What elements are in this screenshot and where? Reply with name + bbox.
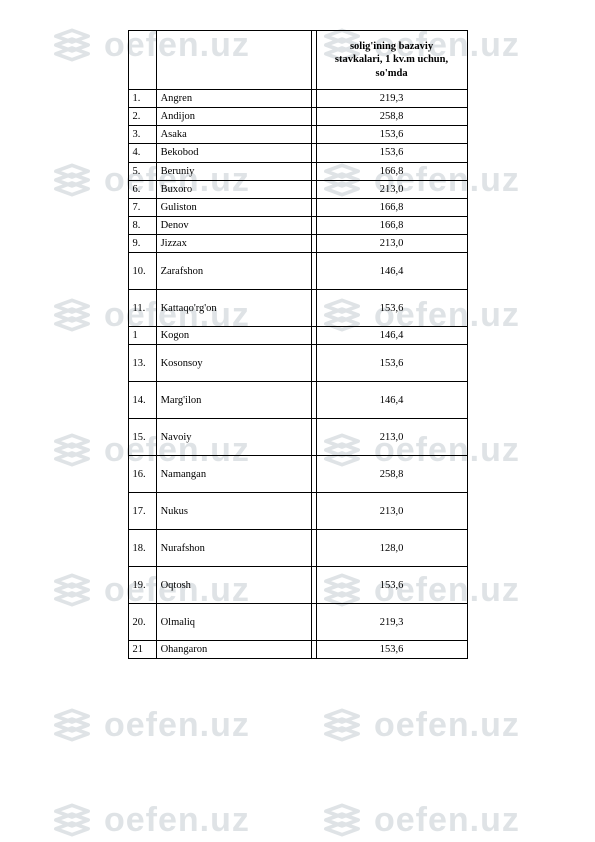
row-num: 15. [128, 419, 156, 456]
row-name: Marg'ilon [156, 382, 312, 419]
row-num: 7. [128, 198, 156, 216]
table-row: 5.Beruniy166,8 [128, 162, 467, 180]
row-num: 13. [128, 345, 156, 382]
row-value: 213,0 [316, 419, 467, 456]
row-num: 21 [128, 641, 156, 659]
table-row: 20.Olmaliq219,3 [128, 604, 467, 641]
table-row: 16.Namangan258,8 [128, 456, 467, 493]
row-num: 1 [128, 327, 156, 345]
row-value: 153,6 [316, 567, 467, 604]
watermark: oefen.uz [320, 703, 520, 747]
row-name: Ohangaron [156, 641, 312, 659]
table-row: 8.Denov166,8 [128, 216, 467, 234]
row-num: 2. [128, 108, 156, 126]
row-value: 219,3 [316, 90, 467, 108]
row-num: 18. [128, 530, 156, 567]
row-num: 3. [128, 126, 156, 144]
row-name: Jizzax [156, 235, 312, 253]
row-name: Kattaqo'rg'on [156, 290, 312, 327]
table-row: 19.Oqtosh153,6 [128, 567, 467, 604]
row-name: Kogon [156, 327, 312, 345]
row-num: 20. [128, 604, 156, 641]
table-row: 13.Kosonsoy153,6 [128, 345, 467, 382]
row-value: 153,6 [316, 126, 467, 144]
page-content: solig'ining bazaviy stavkalari, 1 kv.m u… [0, 0, 595, 659]
row-value: 258,8 [316, 108, 467, 126]
row-name: Angren [156, 90, 312, 108]
row-value: 128,0 [316, 530, 467, 567]
tax-rates-table: solig'ining bazaviy stavkalari, 1 kv.m u… [128, 30, 468, 659]
header-empty-name [156, 31, 312, 90]
table-body: 1.Angren219,32.Andijon258,83.Asaka153,64… [128, 90, 467, 659]
row-num: 19. [128, 567, 156, 604]
row-value: 153,6 [316, 290, 467, 327]
row-name: Oqtosh [156, 567, 312, 604]
row-name: Bekobod [156, 144, 312, 162]
header-line-1: solig'ining bazaviy [321, 40, 463, 53]
table-row: 9.Jizzax213,0 [128, 235, 467, 253]
row-name: Buxoro [156, 180, 312, 198]
row-name: Navoiy [156, 419, 312, 456]
watermark: oefen.uz [50, 703, 250, 747]
row-value: 166,8 [316, 216, 467, 234]
row-name: Andijon [156, 108, 312, 126]
row-name: Namangan [156, 456, 312, 493]
table-row: 10.Zarafshon146,4 [128, 253, 467, 290]
watermark: oefen.uz [320, 798, 520, 842]
header-value: solig'ining bazaviy stavkalari, 1 kv.m u… [316, 31, 467, 90]
row-value: 213,0 [316, 493, 467, 530]
row-value: 166,8 [316, 162, 467, 180]
header-empty-num [128, 31, 156, 90]
row-value: 219,3 [316, 604, 467, 641]
row-num: 6. [128, 180, 156, 198]
row-name: Kosonsoy [156, 345, 312, 382]
table-row: 6.Buxoro213,0 [128, 180, 467, 198]
row-value: 146,4 [316, 253, 467, 290]
row-num: 8. [128, 216, 156, 234]
header-line-2: stavkalari, 1 kv.m uchun, [321, 53, 463, 66]
row-name: Denov [156, 216, 312, 234]
row-num: 4. [128, 144, 156, 162]
row-name: Olmaliq [156, 604, 312, 641]
table-row: 1Kogon146,4 [128, 327, 467, 345]
row-name: Zarafshon [156, 253, 312, 290]
row-name: Guliston [156, 198, 312, 216]
row-num: 11. [128, 290, 156, 327]
row-name: Nukus [156, 493, 312, 530]
row-value: 153,6 [316, 345, 467, 382]
row-num: 14. [128, 382, 156, 419]
row-name: Nurafshon [156, 530, 312, 567]
table-row: 2.Andijon258,8 [128, 108, 467, 126]
row-num: 10. [128, 253, 156, 290]
table-row: 7.Guliston166,8 [128, 198, 467, 216]
row-name: Asaka [156, 126, 312, 144]
table-row: 18.Nurafshon128,0 [128, 530, 467, 567]
row-value: 258,8 [316, 456, 467, 493]
row-value: 146,4 [316, 382, 467, 419]
row-value: 146,4 [316, 327, 467, 345]
table-header-row: solig'ining bazaviy stavkalari, 1 kv.m u… [128, 31, 467, 90]
row-num: 17. [128, 493, 156, 530]
table-row: 17.Nukus213,0 [128, 493, 467, 530]
row-value: 213,0 [316, 180, 467, 198]
table-row: 11.Kattaqo'rg'on153,6 [128, 290, 467, 327]
row-value: 166,8 [316, 198, 467, 216]
table-row: 3.Asaka153,6 [128, 126, 467, 144]
row-name: Beruniy [156, 162, 312, 180]
table-row: 4.Bekobod153,6 [128, 144, 467, 162]
row-num: 9. [128, 235, 156, 253]
table-row: 15.Navoiy213,0 [128, 419, 467, 456]
row-num: 16. [128, 456, 156, 493]
row-value: 153,6 [316, 641, 467, 659]
watermark: oefen.uz [50, 798, 250, 842]
table-row: 21Ohangaron153,6 [128, 641, 467, 659]
row-num: 5. [128, 162, 156, 180]
row-num: 1. [128, 90, 156, 108]
table-row: 1.Angren219,3 [128, 90, 467, 108]
header-line-3: so'mda [321, 67, 463, 80]
row-value: 213,0 [316, 235, 467, 253]
table-row: 14.Marg'ilon146,4 [128, 382, 467, 419]
row-value: 153,6 [316, 144, 467, 162]
